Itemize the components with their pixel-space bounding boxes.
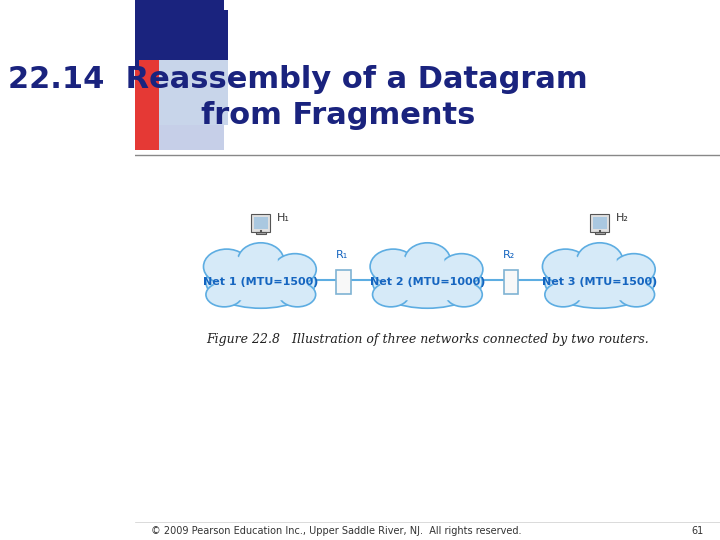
Ellipse shape — [613, 254, 655, 285]
Text: © 2009 Pearson Education Inc., Upper Saddle River, NJ.  All rights reserved.: © 2009 Pearson Education Inc., Upper Sad… — [151, 526, 521, 536]
FancyBboxPatch shape — [253, 217, 268, 229]
Ellipse shape — [279, 282, 315, 307]
Ellipse shape — [372, 256, 482, 308]
Bar — [159, 68, 224, 150]
FancyBboxPatch shape — [251, 214, 271, 232]
Text: Net 1 (MTU=1500): Net 1 (MTU=1500) — [203, 277, 318, 287]
Text: Figure 22.8   Illustration of three networks connected by two routers.: Figure 22.8 Illustration of three networ… — [206, 334, 649, 347]
Ellipse shape — [372, 282, 409, 307]
Bar — [135, 0, 224, 70]
Ellipse shape — [552, 262, 647, 302]
Ellipse shape — [542, 249, 589, 284]
Bar — [139, 10, 228, 60]
Ellipse shape — [545, 256, 654, 308]
FancyBboxPatch shape — [590, 214, 609, 232]
Ellipse shape — [206, 282, 243, 307]
Ellipse shape — [204, 249, 250, 284]
Bar — [595, 232, 605, 234]
Bar — [159, 60, 228, 125]
Ellipse shape — [582, 248, 617, 274]
Bar — [135, 68, 159, 150]
Ellipse shape — [440, 254, 483, 285]
Ellipse shape — [370, 249, 416, 284]
Ellipse shape — [274, 254, 316, 285]
Ellipse shape — [549, 253, 582, 280]
Ellipse shape — [377, 253, 410, 280]
FancyBboxPatch shape — [504, 270, 518, 294]
Ellipse shape — [238, 243, 284, 279]
Ellipse shape — [380, 262, 475, 302]
Ellipse shape — [210, 253, 244, 280]
Text: Net 2 (MTU=1000): Net 2 (MTU=1000) — [369, 277, 485, 287]
Ellipse shape — [410, 248, 444, 274]
Ellipse shape — [446, 258, 477, 281]
Text: Net 3 (MTU=1500): Net 3 (MTU=1500) — [542, 277, 657, 287]
Bar — [139, 60, 159, 125]
Ellipse shape — [618, 282, 654, 307]
Ellipse shape — [446, 282, 482, 307]
Text: from Fragments: from Fragments — [201, 100, 475, 130]
FancyBboxPatch shape — [593, 217, 607, 229]
Ellipse shape — [618, 258, 649, 281]
Bar — [256, 232, 266, 234]
Ellipse shape — [206, 256, 315, 308]
Ellipse shape — [545, 282, 582, 307]
Text: H₁: H₁ — [277, 213, 290, 223]
Ellipse shape — [404, 243, 451, 279]
Ellipse shape — [577, 243, 623, 279]
Text: H₂: H₂ — [616, 213, 629, 223]
Text: R₂: R₂ — [503, 250, 516, 260]
Text: 61: 61 — [691, 526, 703, 536]
Text: 22.14  Reassembly of a Datagram: 22.14 Reassembly of a Datagram — [7, 65, 588, 94]
Ellipse shape — [279, 258, 311, 281]
Ellipse shape — [213, 262, 308, 302]
Text: R₁: R₁ — [336, 250, 348, 260]
FancyBboxPatch shape — [336, 270, 351, 294]
Ellipse shape — [244, 248, 278, 274]
